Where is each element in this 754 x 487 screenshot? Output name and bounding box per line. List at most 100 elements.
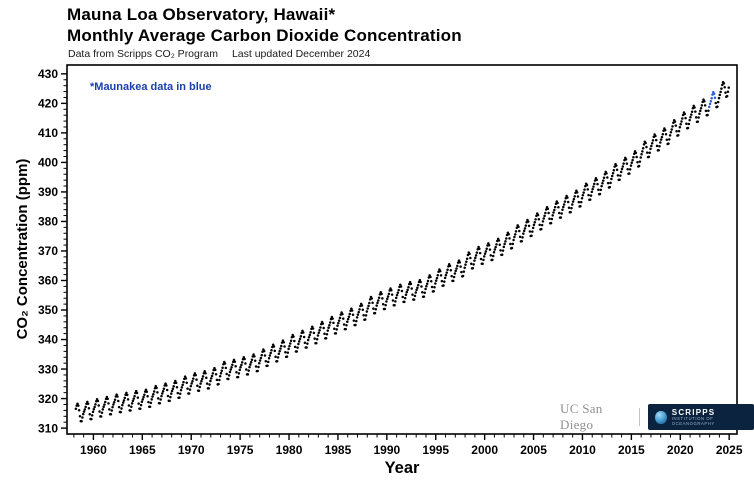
data-point: [267, 357, 271, 360]
data-point: [341, 317, 345, 320]
data-point: [112, 401, 116, 404]
data-point: [503, 242, 506, 246]
data-point: [306, 342, 309, 345]
data-point: [397, 288, 400, 292]
data-point: [463, 266, 466, 269]
data-point: [608, 185, 612, 189]
data-point: [278, 349, 281, 353]
data-point: [534, 218, 537, 221]
data-point: [228, 370, 232, 374]
data-point: [174, 381, 178, 385]
data-point: [309, 330, 312, 334]
data-point: [668, 138, 671, 141]
data-point: [334, 332, 338, 335]
data-point: [130, 405, 133, 409]
data-point: [131, 399, 135, 403]
data-point: [393, 304, 396, 307]
data-point: [649, 147, 652, 151]
data-point: [223, 362, 227, 365]
data-point: [191, 379, 194, 383]
data-point: [342, 323, 346, 326]
scripps-logo: SCRIPPS INSTITUTION OF OCEANOGRAPHY: [648, 403, 754, 431]
data-point: [196, 384, 199, 387]
data-point: [434, 282, 437, 285]
data-point: [184, 377, 188, 380]
data-point: [318, 329, 321, 332]
data-point: [720, 87, 723, 90]
data-point: [690, 113, 693, 116]
data-point: [240, 361, 244, 364]
data-point: [642, 143, 646, 146]
data-point: [262, 349, 266, 353]
data-point: [94, 403, 97, 406]
data-point: [562, 205, 565, 209]
data-point: [287, 347, 290, 351]
data-point: [97, 404, 100, 407]
data-point: [400, 289, 404, 293]
data-point: [119, 410, 122, 414]
data-point: [673, 120, 677, 123]
data-point: [654, 134, 657, 138]
data-point: [327, 326, 330, 330]
data-point: [707, 109, 710, 113]
data-point: [387, 292, 391, 296]
data-point: [156, 397, 160, 400]
y-tick-label: 350: [38, 303, 58, 317]
data-point: [80, 419, 83, 423]
data-point: [605, 172, 608, 175]
data-point: [661, 132, 664, 136]
data-point: [396, 291, 400, 295]
source-text: Data from Scripps CO₂ Program: [68, 48, 218, 60]
data-point: [572, 197, 576, 201]
data-point: [624, 158, 628, 161]
data-point: [214, 372, 218, 376]
data-point: [573, 195, 576, 198]
data-point: [170, 392, 173, 395]
data-point: [86, 400, 89, 404]
data-point: [561, 208, 564, 212]
data-point: [581, 194, 585, 197]
data-point: [93, 405, 96, 409]
data-point: [373, 311, 377, 315]
data-point: [549, 221, 553, 225]
data-point: [712, 92, 716, 95]
data-point: [709, 99, 713, 103]
data-point: [403, 296, 407, 300]
data-point: [357, 310, 360, 314]
data-point: [518, 235, 522, 239]
data-point: [162, 387, 166, 390]
data-point: [585, 183, 589, 187]
data-point: [426, 279, 430, 283]
data-point: [315, 337, 319, 341]
data-point: [606, 181, 610, 185]
data-point: [532, 223, 536, 227]
data-point: [399, 285, 403, 288]
x-tick-label: 1980: [276, 443, 303, 457]
data-point: [596, 182, 599, 186]
data-point: [620, 167, 624, 171]
data-point: [645, 145, 648, 149]
data-point: [360, 304, 364, 307]
data-point: [626, 168, 629, 171]
data-point: [370, 297, 374, 300]
data-point: [485, 247, 488, 250]
data-point: [618, 178, 621, 181]
x-tick-label: 1990: [373, 443, 400, 457]
data-point: [277, 352, 281, 356]
x-tick-label: 2005: [520, 443, 547, 457]
data-point: [551, 214, 554, 217]
data-point: [110, 409, 113, 412]
data-point: [449, 268, 453, 272]
data-point: [430, 280, 433, 283]
data-point: [233, 360, 237, 364]
data-point: [247, 369, 250, 372]
data-point: [199, 382, 202, 385]
data-point: [307, 336, 311, 339]
data-point: [98, 410, 101, 413]
data-point: [697, 116, 700, 119]
data-point: [487, 243, 491, 247]
data-point: [514, 230, 518, 233]
data-point: [547, 211, 550, 215]
data-point: [465, 260, 468, 264]
data-point: [609, 181, 612, 185]
